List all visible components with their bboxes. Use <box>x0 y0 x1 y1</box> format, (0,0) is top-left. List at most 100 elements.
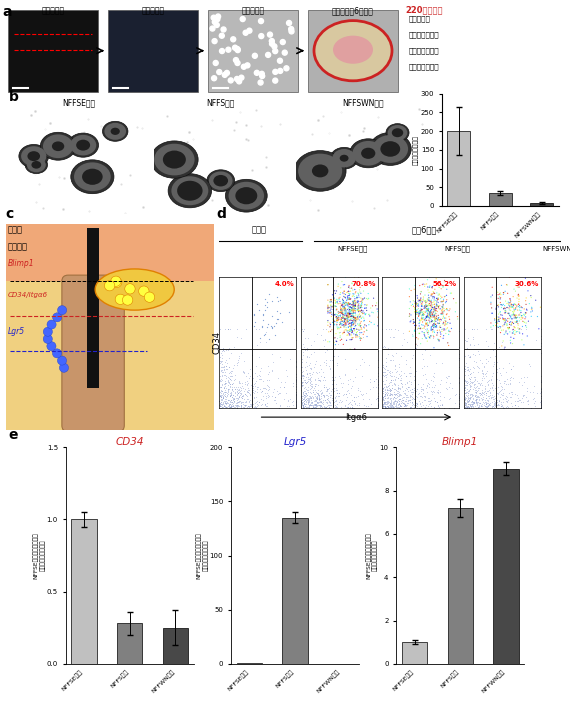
Point <box>305 399 314 410</box>
Point <box>470 382 479 393</box>
Point <box>425 307 434 318</box>
Point <box>434 334 443 346</box>
Point <box>299 370 308 381</box>
Point <box>383 381 392 392</box>
Point <box>512 293 522 304</box>
Point <box>511 310 520 322</box>
Point <box>344 282 353 293</box>
Point <box>331 371 340 383</box>
Point <box>519 402 528 413</box>
Point <box>500 307 510 319</box>
Point <box>331 390 340 401</box>
Point <box>250 317 259 328</box>
Point <box>502 325 511 337</box>
Point <box>418 296 427 307</box>
Point <box>341 324 350 335</box>
Point <box>364 288 373 299</box>
Point <box>226 394 235 405</box>
Point <box>406 395 415 406</box>
Point <box>220 391 229 402</box>
Point <box>325 403 335 414</box>
Point <box>221 396 230 408</box>
Point <box>513 400 522 412</box>
Point <box>405 291 414 302</box>
Point <box>400 400 409 412</box>
Point <box>451 306 460 317</box>
Point <box>434 335 443 346</box>
Point <box>352 314 361 325</box>
Point <box>352 293 361 304</box>
Point <box>226 386 235 398</box>
Point <box>344 402 353 413</box>
Point <box>445 378 454 389</box>
Point <box>526 361 535 372</box>
Point <box>523 285 532 297</box>
Point <box>465 373 474 384</box>
Point <box>401 399 410 410</box>
Point <box>525 298 534 310</box>
Point <box>351 312 360 323</box>
Point <box>431 395 440 406</box>
Point <box>464 393 473 404</box>
Point <box>307 388 316 399</box>
Point <box>435 394 445 405</box>
Point <box>420 390 429 401</box>
Point <box>349 296 359 307</box>
Point <box>235 376 244 388</box>
Point <box>247 380 256 391</box>
Point <box>298 395 307 406</box>
Circle shape <box>219 33 225 38</box>
Point <box>405 283 414 295</box>
Point <box>427 295 436 306</box>
Point <box>414 323 423 334</box>
Point <box>492 399 502 410</box>
Point <box>304 395 313 407</box>
Point <box>288 378 298 389</box>
Point <box>499 313 508 324</box>
Point <box>392 389 401 400</box>
Point <box>364 359 373 371</box>
Point <box>461 400 470 411</box>
Point <box>423 310 432 322</box>
Point <box>218 398 227 410</box>
Point <box>345 307 355 319</box>
Bar <box>447 508 473 664</box>
Point <box>514 289 523 300</box>
Point <box>302 402 311 413</box>
Point <box>413 298 422 310</box>
Point <box>305 399 314 410</box>
Point <box>445 314 454 325</box>
Point <box>504 387 514 398</box>
Point <box>335 307 344 318</box>
Point <box>443 317 453 328</box>
Point <box>224 378 233 389</box>
Point <box>413 398 422 409</box>
Point <box>225 389 234 400</box>
Point <box>307 378 316 390</box>
Point <box>461 399 470 410</box>
Point <box>433 317 442 329</box>
Point <box>500 317 510 329</box>
Point <box>323 279 332 290</box>
Point <box>340 302 349 314</box>
Point <box>506 300 515 312</box>
Point <box>431 303 441 315</box>
Point <box>332 294 341 305</box>
Point <box>310 395 319 407</box>
Point <box>430 379 439 391</box>
Point <box>225 367 234 378</box>
Point <box>320 392 329 403</box>
Point <box>237 332 246 343</box>
Point <box>218 352 227 364</box>
Point <box>347 329 356 341</box>
Point <box>350 300 359 311</box>
Point <box>393 373 402 384</box>
Point <box>518 380 527 391</box>
Point <box>341 308 351 320</box>
Point <box>281 365 290 376</box>
Point <box>432 322 441 333</box>
Point <box>305 373 314 384</box>
Point <box>477 393 486 404</box>
Point <box>455 403 464 414</box>
Point <box>474 402 483 413</box>
